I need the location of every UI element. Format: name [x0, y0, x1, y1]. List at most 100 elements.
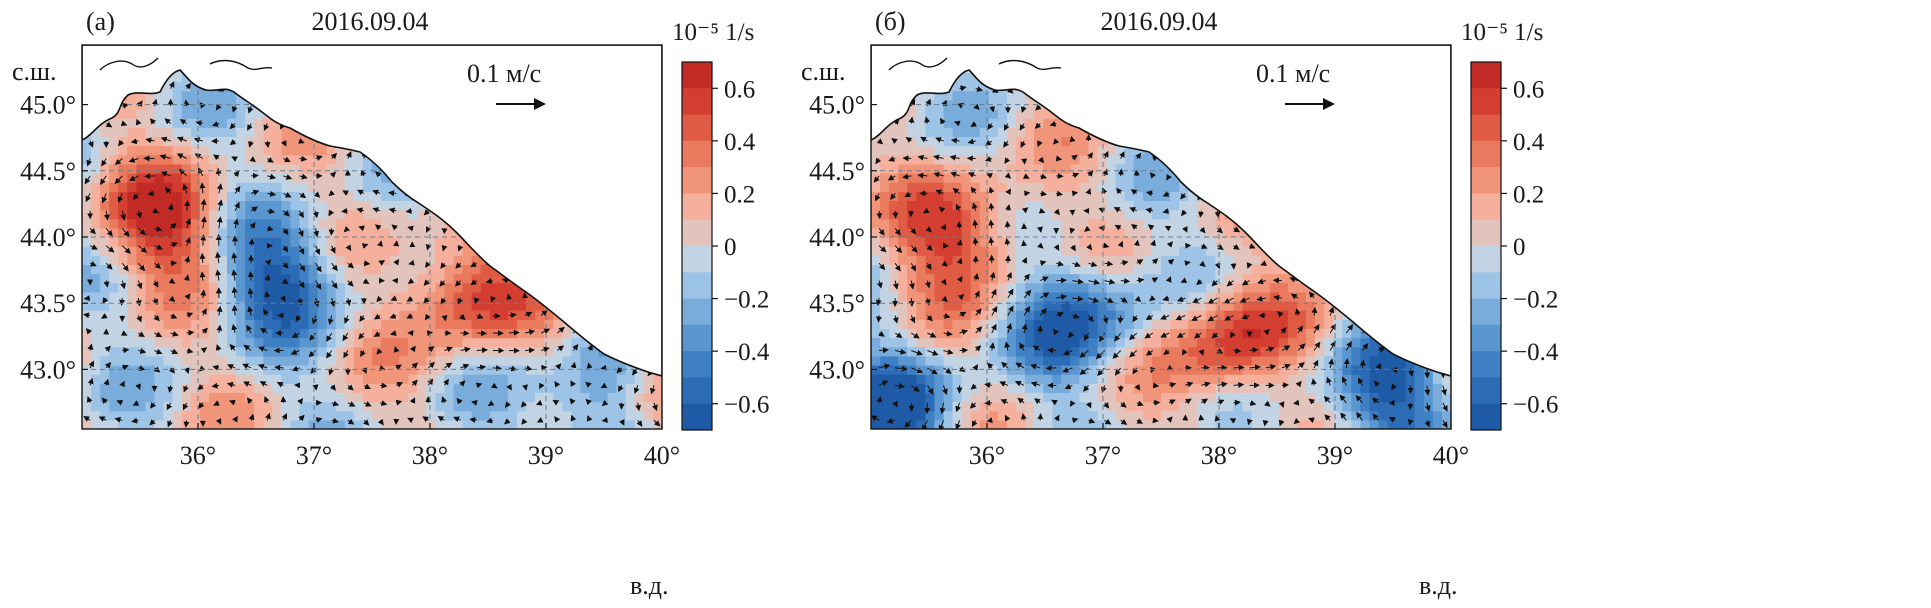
- vorticity-cell: [136, 383, 147, 394]
- vorticity-cell: [417, 392, 427, 403]
- vorticity-cell: [925, 191, 936, 202]
- vorticity-cell: [172, 319, 183, 330]
- vorticity-cell: [979, 154, 990, 165]
- vorticity-cell: [1133, 282, 1144, 293]
- vorticity-cell: [1006, 374, 1017, 384]
- vorticity-cell: [925, 337, 936, 348]
- vorticity-cell: [1179, 337, 1189, 348]
- current-vector: [154, 348, 163, 355]
- vorticity-cell: [1115, 374, 1126, 384]
- vorticity-cell: [208, 410, 219, 421]
- vorticity-cell: [290, 191, 301, 202]
- vorticity-cell: [263, 401, 273, 412]
- vorticity-cell: [208, 310, 219, 320]
- current-vector: [347, 401, 356, 407]
- vorticity-cell: [1179, 355, 1189, 366]
- vorticity-cell: [172, 264, 183, 275]
- vorticity-cell: [898, 218, 908, 229]
- vorticity-cell: [1097, 282, 1108, 293]
- vorticity-cell: [1133, 310, 1144, 320]
- vorticity-cell: [607, 410, 618, 421]
- vorticity-cell: [1097, 255, 1108, 266]
- vorticity-cell: [281, 337, 292, 348]
- vorticity-cell: [898, 355, 908, 366]
- vorticity-cell: [880, 291, 890, 302]
- vorticity-cell: [970, 301, 981, 311]
- coastline-a: [82, 45, 662, 377]
- vorticity-cell: [916, 154, 926, 165]
- vorticity-cell: [109, 255, 119, 266]
- vorticity-cell: [91, 328, 101, 339]
- vorticity-cell: [390, 264, 400, 275]
- vorticity-cell: [498, 291, 509, 302]
- current-vector: [170, 242, 178, 248]
- vorticity-cell: [1025, 355, 1035, 366]
- vorticity-cell: [290, 374, 301, 384]
- current-vector: [86, 396, 93, 403]
- vorticity-cell: [952, 200, 963, 211]
- vorticity-cell: [1079, 355, 1090, 366]
- vorticity-cell: [263, 227, 273, 238]
- current-vector: [138, 245, 148, 253]
- vorticity-cell: [245, 109, 255, 119]
- vorticity-cell: [263, 365, 273, 375]
- vorticity-cell: [372, 365, 382, 375]
- vorticity-cell: [281, 273, 292, 284]
- vorticity-cell: [199, 273, 210, 284]
- vorticity-cell: [236, 163, 246, 174]
- vorticity-cell: [426, 383, 437, 394]
- vorticity-cell: [871, 255, 881, 266]
- vorticity-cell: [453, 319, 464, 330]
- vorticity-cell: [1142, 392, 1153, 403]
- vorticity-cell: [535, 392, 545, 403]
- vorticity-cell: [526, 392, 536, 403]
- current-vector: [101, 193, 108, 204]
- vorticity-cell: [1006, 200, 1017, 211]
- vorticity-cell: [154, 227, 165, 238]
- vorticity-cell: [118, 182, 128, 192]
- current-vector: [152, 207, 159, 214]
- vorticity-cell: [1161, 410, 1171, 421]
- vorticity-cell: [1052, 282, 1062, 293]
- vorticity-cell: [362, 182, 373, 192]
- vorticity-cell: [1097, 346, 1108, 357]
- x-tick-label: 36°: [180, 441, 216, 470]
- vorticity-cell: [417, 374, 427, 384]
- vorticity-cell: [1025, 401, 1035, 412]
- vorticity-cell: [1106, 273, 1117, 284]
- vorticity-cell: [889, 383, 899, 394]
- current-vector: [476, 364, 487, 371]
- vorticity-cell: [372, 337, 382, 348]
- current-vector: [326, 350, 333, 359]
- vorticity-cell: [444, 410, 455, 421]
- vorticity-cell: [154, 145, 165, 156]
- vorticity-cell: [181, 346, 192, 357]
- vorticity-cell: [880, 328, 890, 339]
- vorticity-cell: [1043, 154, 1053, 165]
- vorticity-cell: [163, 282, 174, 293]
- vorticity-cell: [127, 419, 137, 429]
- current-vector: [347, 280, 354, 287]
- vorticity-cell: [453, 310, 464, 320]
- vorticity-cell: [1006, 355, 1017, 366]
- vorticity-cell: [154, 291, 165, 302]
- vorticity-cell: [1043, 282, 1053, 293]
- vorticity-cell: [390, 383, 400, 394]
- vorticity-cell: [1006, 401, 1017, 412]
- vorticity-cell: [217, 109, 228, 119]
- vorticity-cell: [979, 301, 990, 311]
- vorticity-cell: [290, 291, 301, 302]
- current-vector: [601, 417, 609, 423]
- vorticity-cell: [943, 127, 954, 138]
- current-vector: [119, 380, 125, 388]
- vorticity-cell: [997, 282, 1008, 293]
- vorticity-cell: [408, 401, 418, 412]
- vorticity-cell: [136, 310, 147, 320]
- vorticity-cell: [227, 383, 237, 394]
- vorticity-cell: [1061, 127, 1071, 138]
- vorticity-cell: [172, 301, 183, 311]
- vorticity-cell: [335, 355, 346, 366]
- vorticity-cell: [925, 355, 936, 366]
- current-vector: [130, 138, 139, 145]
- vorticity-cell: [208, 291, 219, 302]
